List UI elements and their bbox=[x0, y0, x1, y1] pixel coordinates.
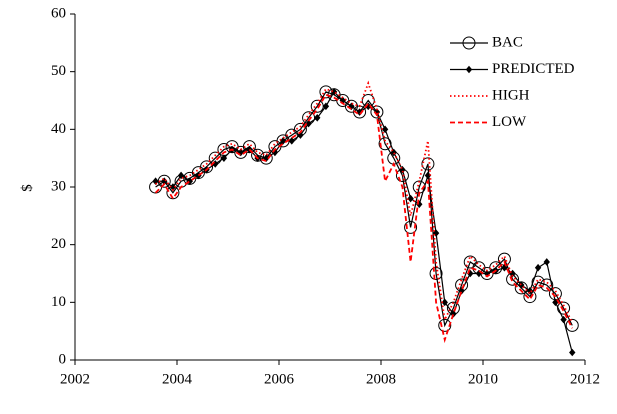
data-point bbox=[407, 194, 414, 203]
data-point bbox=[314, 114, 321, 122]
series-line bbox=[155, 91, 573, 328]
x-tick-label: 2010 bbox=[468, 371, 498, 387]
data-point bbox=[404, 220, 418, 234]
legend-label: PREDICTED bbox=[492, 61, 575, 77]
data-point bbox=[438, 318, 452, 332]
data-point bbox=[543, 258, 550, 266]
data-point bbox=[305, 119, 312, 128]
y-tick-label: 50 bbox=[51, 63, 66, 79]
data-point bbox=[152, 177, 159, 186]
legend-marker bbox=[462, 36, 476, 50]
series-line bbox=[155, 80, 574, 323]
data-point bbox=[169, 183, 177, 191]
data-point bbox=[322, 102, 330, 111]
x-tick-label: 2004 bbox=[162, 371, 193, 387]
legend-marker bbox=[465, 65, 473, 74]
data-point bbox=[399, 165, 406, 174]
y-tick-label: 60 bbox=[51, 5, 66, 21]
data-point bbox=[279, 137, 287, 145]
data-point bbox=[534, 263, 542, 272]
data-point bbox=[569, 348, 576, 357]
data-point bbox=[424, 171, 432, 180]
y-axis-label: $ bbox=[19, 184, 35, 192]
data-point bbox=[370, 105, 384, 119]
data-point bbox=[552, 298, 559, 307]
data-point bbox=[416, 200, 423, 209]
y-tick-label: 20 bbox=[51, 236, 66, 252]
data-point bbox=[450, 310, 457, 318]
data-point bbox=[565, 318, 579, 332]
y-tick-label: 30 bbox=[51, 178, 66, 194]
data-point bbox=[186, 177, 193, 186]
data-point bbox=[560, 315, 567, 324]
data-point bbox=[212, 160, 219, 168]
data-point bbox=[161, 177, 168, 186]
data-point bbox=[220, 154, 228, 162]
data-point bbox=[237, 148, 244, 157]
series-line bbox=[155, 90, 573, 353]
x-tick-label: 2006 bbox=[264, 371, 295, 387]
data-point bbox=[297, 131, 304, 139]
x-tick-label: 2008 bbox=[366, 371, 396, 387]
x-tick-label: 2002 bbox=[60, 371, 90, 387]
data-point bbox=[288, 137, 295, 145]
data-point bbox=[381, 125, 389, 134]
y-tick-label: 40 bbox=[51, 121, 66, 137]
data-point bbox=[441, 298, 448, 307]
legend-label: LOW bbox=[492, 114, 527, 130]
data-point bbox=[526, 287, 534, 295]
legend-label: HIGH bbox=[492, 87, 530, 103]
legend-label: BAC bbox=[492, 34, 523, 50]
data-point bbox=[421, 157, 435, 171]
y-tick-label: 0 bbox=[59, 351, 67, 367]
series-line bbox=[154, 93, 574, 344]
x-tick-label: 2012 bbox=[570, 371, 600, 387]
y-tick-label: 10 bbox=[51, 294, 66, 310]
